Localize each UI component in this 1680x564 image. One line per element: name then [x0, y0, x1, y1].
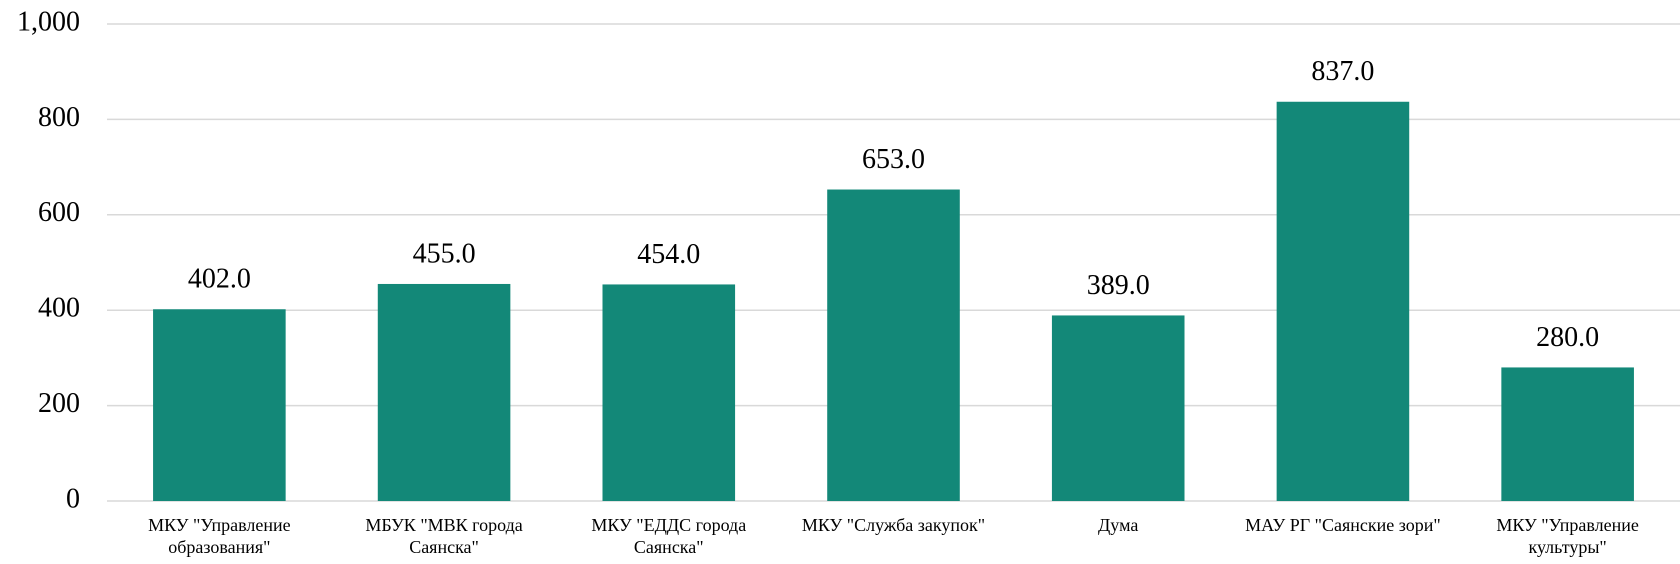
value-label: 280.0: [1536, 322, 1599, 353]
y-tick-label: 200: [38, 388, 80, 419]
bar: [827, 189, 960, 502]
bar: [1276, 101, 1410, 501]
bar: [1051, 315, 1185, 501]
y-tick-label: 600: [38, 197, 80, 228]
x-tick-label: Дума: [1098, 515, 1139, 535]
x-tick-label: МКУ "Управление культуры": [1496, 515, 1639, 557]
x-tick-label: МКУ "ЕДДС города Саянска": [591, 515, 747, 557]
value-label: 402.0: [188, 264, 251, 295]
x-tick-label: МКУ "Управление образования": [148, 515, 291, 557]
y-tick-label: 800: [38, 102, 80, 133]
value-label: 653.0: [862, 144, 925, 175]
bar: [153, 309, 286, 501]
x-tick-label: МАУ РГ "Саянские зори": [1245, 515, 1441, 535]
value-label: 454.0: [637, 239, 700, 270]
y-tick-label: 400: [38, 293, 80, 324]
value-label: 837.0: [1311, 56, 1374, 87]
bar: [602, 284, 736, 501]
value-label: 389.0: [1087, 270, 1150, 301]
bar: [377, 283, 511, 501]
x-tick-label: МКУ "Служба закупок": [801, 515, 986, 535]
y-tick-label: 0: [66, 483, 80, 514]
x-tick-label: МБУК "МВК города Саянска": [365, 515, 523, 557]
y-tick-label: 1,000: [17, 6, 80, 37]
bar: [1501, 367, 1634, 501]
value-label: 455.0: [413, 238, 476, 269]
